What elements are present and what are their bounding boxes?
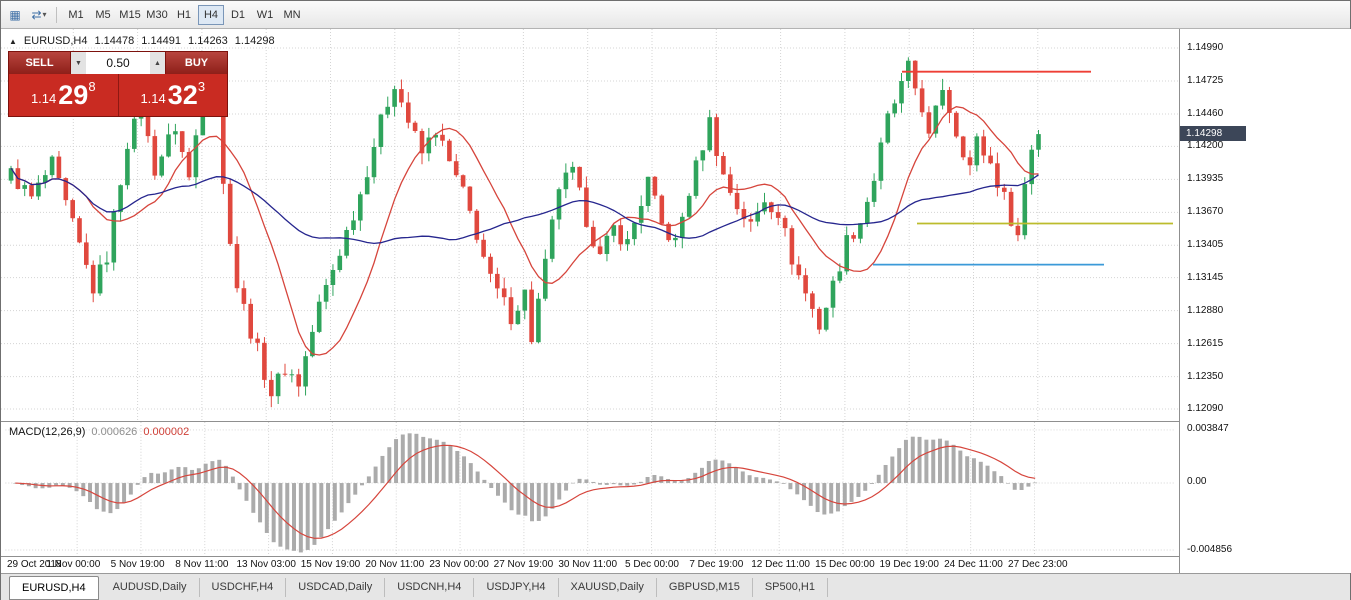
chart-tab-usdchf-h4[interactable]: USDCHF,H4 bbox=[200, 578, 287, 597]
price-axis[interactable]: 1.14990 1.14725 1.14460 1.14200 1.13935 1.136… bbox=[1179, 29, 1351, 573]
price-axis-label: 1.13670 bbox=[1187, 206, 1224, 218]
volume-decrease-button[interactable]: ▼ bbox=[71, 52, 86, 74]
chart-window-icon[interactable]: ▦ bbox=[4, 5, 26, 25]
timeframe-button-m5[interactable]: M5 bbox=[90, 5, 116, 25]
macd-axis-label: 0.003847 bbox=[1187, 423, 1229, 434]
chart-tab-eurusd-h4[interactable]: EURUSD,H4 bbox=[9, 575, 99, 600]
ohlc-open: 1.14478 bbox=[94, 35, 135, 47]
toolbar: ▦ ⇄ ▾ M1 M5 M15 M30 H1 H4 D1 W1 MN bbox=[1, 1, 1350, 29]
date-axis-label: 12 Dec 11:00 bbox=[751, 559, 810, 570]
price-axis-label: 1.13405 bbox=[1187, 239, 1224, 251]
timeframe-button-h4[interactable]: H4 bbox=[198, 4, 224, 25]
buy-button[interactable]: BUY bbox=[166, 52, 227, 74]
macd-indicator-chart[interactable] bbox=[1, 421, 1179, 556]
timeframe-button-m30[interactable]: M30 bbox=[144, 5, 170, 25]
price-axis-label: 1.14725 bbox=[1187, 74, 1224, 86]
macd-title: MACD(12,26,9) bbox=[9, 426, 86, 438]
ohlc-close: 1.14298 bbox=[234, 35, 275, 47]
date-axis-label: 8 Nov 11:00 bbox=[175, 559, 229, 570]
chevron-down-icon: ▾ bbox=[42, 10, 47, 19]
main-price-chart[interactable] bbox=[1, 29, 1179, 421]
sell-price-pips: 29 bbox=[58, 79, 89, 110]
buy-price-prefix: 1.14 bbox=[140, 90, 166, 106]
chart-tab-sp500-h1[interactable]: SP500,H1 bbox=[753, 578, 828, 597]
date-axis-label: 13 Nov 03:00 bbox=[236, 559, 296, 570]
chart-tab-xauusd-daily[interactable]: XAUUSD,Daily bbox=[559, 578, 657, 597]
timeframe-button-m15[interactable]: M15 bbox=[117, 5, 143, 25]
chart-tab-usdcnh-h4[interactable]: USDCNH,H4 bbox=[385, 578, 475, 597]
cycle-glyph: ⇄ bbox=[31, 7, 42, 22]
date-axis-label: 5 Dec 00:00 bbox=[625, 559, 679, 570]
ohlc-low: 1.14263 bbox=[188, 35, 228, 47]
date-axis-label: 27 Nov 19:00 bbox=[493, 559, 554, 570]
timeframe-button-group: M1 M5 M15 M30 H1 H4 D1 W1 MN bbox=[63, 4, 305, 25]
price-axis-label: 1.12350 bbox=[1187, 370, 1224, 382]
chart-tab-audusd-daily[interactable]: AUDUSD,Daily bbox=[101, 578, 200, 597]
timeframe-button-d1[interactable]: D1 bbox=[225, 5, 251, 25]
date-axis-label: 30 Nov 11:00 bbox=[558, 559, 618, 570]
date-axis-label: 29 Oct 2018 bbox=[7, 559, 62, 570]
date-axis-label: 23 Nov 00:00 bbox=[429, 559, 489, 570]
date-axis-label: 7 Dec 19:00 bbox=[689, 559, 744, 570]
date-axis-label: 15 Dec 00:00 bbox=[815, 559, 875, 570]
buy-price-pips: 32 bbox=[167, 79, 198, 110]
chart-tab-usdcad-daily[interactable]: USDCAD,Daily bbox=[286, 578, 386, 597]
timeframe-button-m1[interactable]: M1 bbox=[63, 5, 89, 25]
date-axis-label: 15 Nov 19:00 bbox=[300, 559, 361, 570]
date-axis-label: 27 Dec 23:00 bbox=[1008, 559, 1068, 570]
timeframe-button-h1[interactable]: H1 bbox=[171, 5, 197, 25]
chart-window-glyph: ▦ bbox=[9, 7, 21, 22]
macd-value-main: 0.000626 bbox=[91, 426, 138, 438]
current-price-badge: 1.14298 bbox=[1180, 126, 1246, 142]
price-axis-label: 1.12880 bbox=[1187, 304, 1224, 316]
toolbar-divider bbox=[56, 6, 57, 23]
price-axis-label: 1.12090 bbox=[1187, 403, 1224, 414]
date-axis-label: 20 Nov 11:00 bbox=[365, 559, 425, 570]
sell-price-point: 8 bbox=[88, 79, 96, 94]
cycle-symbols-icon[interactable]: ⇄ ▾ bbox=[28, 5, 50, 25]
sell-price-prefix: 1.14 bbox=[30, 90, 57, 106]
date-axis-label: 1 Nov 00:00 bbox=[46, 559, 101, 570]
trade-panel-prices: 1.14 29 8 1.14 32 3 bbox=[9, 74, 227, 116]
price-axis-label: 1.13935 bbox=[1187, 173, 1224, 185]
chart-tab-gbpusd-m15[interactable]: GBPUSD,M15 bbox=[657, 578, 753, 597]
timeframe-button-mn[interactable]: MN bbox=[279, 5, 305, 25]
date-axis-label: 19 Dec 19:00 bbox=[879, 559, 939, 570]
chart-tab-usdjpy-h4[interactable]: USDJPY,H4 bbox=[474, 578, 559, 597]
one-click-trade-panel: SELL ▼ ▲ BUY 1.14 29 8 1.14 32 3 bbox=[8, 51, 228, 117]
date-axis[interactable]: 29 Oct 2018 1 Nov 00:00 5 Nov 19:00 8 Nov 1… bbox=[1, 556, 1179, 573]
sell-price-display[interactable]: 1.14 29 8 bbox=[9, 74, 119, 116]
macd-indicator-label: MACD(12,26,9) 0.000626 0.000002 bbox=[9, 426, 189, 438]
volume-increase-button[interactable]: ▲ bbox=[150, 52, 165, 74]
buy-price-point: 3 bbox=[197, 79, 206, 94]
ohlc-high: 1.14491 bbox=[141, 35, 182, 47]
macd-axis-label: -0.004856 bbox=[1187, 544, 1233, 555]
sell-button[interactable]: SELL bbox=[9, 52, 70, 74]
symbol-marker-icon: ▲ bbox=[9, 37, 17, 46]
symbol-ohlc-header: ▲ EURUSD,H4 1.14478 1.14491 1.14263 1.14… bbox=[9, 35, 275, 47]
chart-tab-bar: EURUSD,H4 AUDUSD,Daily USDCHF,H4 USDCAD,Dai… bbox=[1, 573, 1350, 600]
chart-area: ▲ EURUSD,H4 1.14478 1.14491 1.14263 1.14… bbox=[1, 29, 1351, 573]
volume-input[interactable] bbox=[86, 52, 150, 74]
price-axis-label: 1.14200 bbox=[1187, 140, 1224, 152]
macd-value-signal: 0.000002 bbox=[143, 426, 190, 438]
symbol-name: EURUSD,H4 bbox=[23, 35, 88, 47]
price-axis-label: 1.14460 bbox=[1187, 107, 1224, 119]
macd-axis-label: 0.00 bbox=[1187, 476, 1207, 488]
price-axis-label: 1.12615 bbox=[1187, 337, 1224, 349]
buy-price-display[interactable]: 1.14 32 3 bbox=[119, 74, 228, 116]
price-axis-label: 1.13145 bbox=[1187, 271, 1224, 283]
date-axis-label: 5 Nov 19:00 bbox=[110, 559, 165, 570]
date-axis-label: 24 Dec 11:00 bbox=[944, 559, 1003, 570]
trade-panel-controls: SELL ▼ ▲ BUY bbox=[9, 52, 227, 74]
timeframe-button-w1[interactable]: W1 bbox=[252, 5, 278, 25]
volume-field: ▼ ▲ bbox=[70, 52, 166, 74]
price-axis-label: 1.14990 bbox=[1187, 42, 1224, 53]
